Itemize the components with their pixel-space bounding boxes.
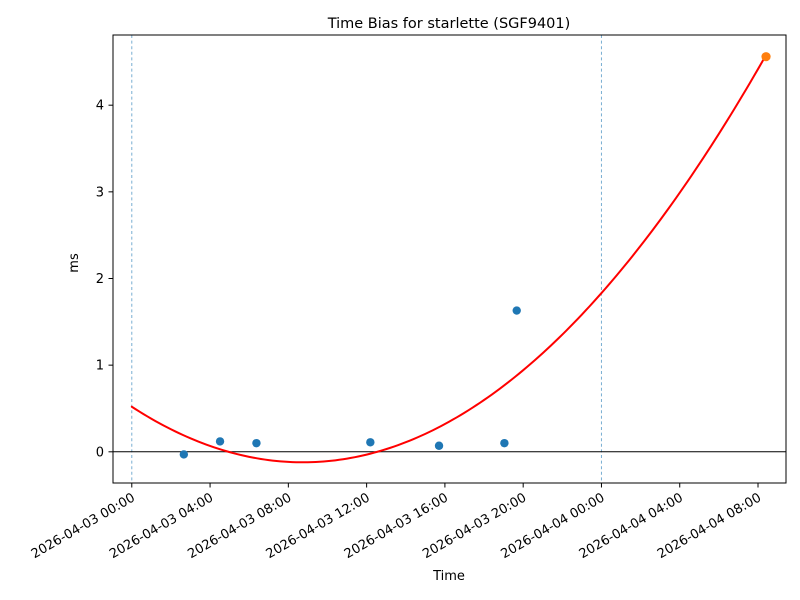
data-point	[252, 438, 261, 448]
chart-title: Time Bias for starlette (SGF9401)	[327, 16, 571, 32]
fit-curve	[130, 54, 767, 464]
data-point	[500, 438, 509, 448]
x-axis-label: Time	[432, 569, 465, 584]
highlight-point	[761, 52, 771, 62]
data-point	[179, 450, 189, 459]
y-tick-label: 4	[96, 99, 104, 114]
y-tick-label: 1	[96, 359, 104, 374]
y-tick-label: 2	[96, 272, 104, 287]
y-axis-label: ms	[67, 253, 82, 273]
axes-frame	[112, 34, 787, 484]
data-point	[366, 438, 375, 447]
data-point	[215, 437, 225, 446]
y-tick-label: 0	[96, 445, 104, 460]
data-point	[434, 441, 444, 450]
data-point	[512, 306, 521, 315]
y-tick-label: 3	[96, 185, 104, 200]
